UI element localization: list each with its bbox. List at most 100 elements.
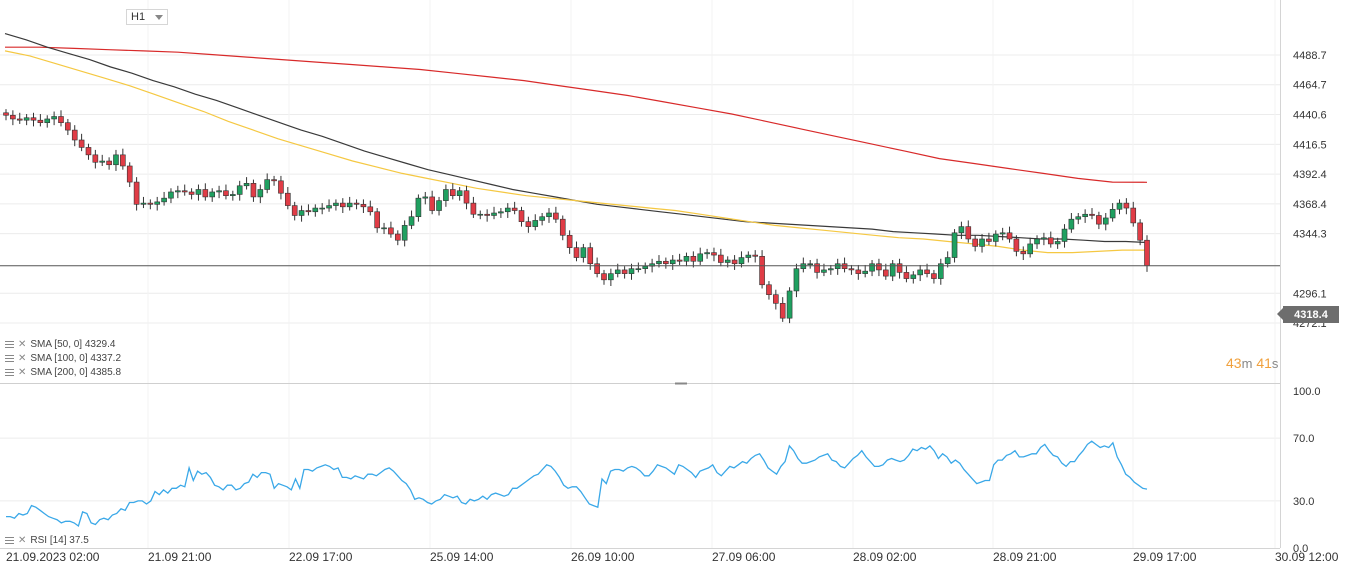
candle: [326, 199, 332, 212]
candle: [690, 251, 697, 268]
candle-body: [697, 253, 704, 262]
candle-body: [99, 160, 106, 163]
candle: [807, 260, 813, 269]
countdown-sec-unit: s: [1271, 356, 1279, 371]
candle-body: [718, 254, 724, 263]
candle: [511, 201, 518, 215]
candle: [773, 289, 779, 310]
candle-body: [573, 247, 580, 258]
candle-body: [937, 263, 944, 279]
menu-icon: [5, 341, 14, 348]
sma200-line: [5, 46, 1148, 183]
legend-rsi[interactable]: ✕ RSI [14] 37.5: [5, 535, 89, 546]
close-icon[interactable]: ✕: [18, 353, 27, 364]
candle-body: [477, 213, 484, 216]
rsi-tick-label: 0.0: [1293, 543, 1308, 555]
candle-body: [1054, 241, 1061, 245]
candle-body: [553, 212, 559, 220]
candle-body: [807, 263, 813, 266]
candle: [10, 110, 16, 126]
candle-body: [972, 238, 978, 247]
candle-body: [209, 191, 216, 198]
candle-body: [285, 192, 291, 206]
countdown-min-unit: m: [1241, 356, 1253, 371]
legend-sma50[interactable]: ✕ SMA [50, 0] 4329.4: [5, 339, 115, 350]
candle: [44, 115, 51, 128]
candle-body: [1130, 207, 1137, 224]
candle-body: [436, 200, 442, 211]
candle-body: [656, 260, 662, 265]
candle: [1020, 246, 1027, 261]
time-tick-label: 30.09 12:00: [1275, 550, 1339, 564]
candle: [1130, 201, 1137, 227]
candle-body: [766, 284, 772, 295]
candle: [264, 173, 270, 194]
candle: [85, 143, 92, 160]
candle-body: [539, 216, 545, 221]
candle: [415, 194, 422, 222]
candle: [1013, 235, 1020, 257]
time-tick-label: 28.09 02:00: [853, 550, 917, 564]
candle: [903, 266, 910, 283]
candle-body: [401, 225, 408, 241]
candle: [580, 243, 587, 263]
menu-icon: [5, 355, 14, 362]
candle-body: [855, 269, 862, 274]
candle-body: [683, 256, 690, 262]
candle: [917, 264, 923, 282]
candle-body: [848, 268, 855, 271]
candle: [573, 241, 580, 262]
candle: [1041, 232, 1047, 246]
time-tick-label: 28.09 21:00: [993, 550, 1057, 564]
current-price-value: 4318.4: [1294, 308, 1328, 321]
candle-body: [979, 238, 985, 247]
candle-body: [944, 257, 951, 265]
menu-icon: [5, 369, 14, 376]
legend-sma100[interactable]: ✕ SMA [100, 0] 4337.2: [5, 353, 121, 364]
candle-body: [1013, 238, 1020, 252]
candle-body: [917, 269, 923, 276]
candle: [1123, 198, 1130, 215]
candle-body: [415, 197, 422, 218]
candle-body: [3, 112, 9, 116]
candle-body: [1082, 213, 1088, 218]
candle: [106, 157, 112, 170]
candle-body: [594, 263, 600, 274]
legend-sma200[interactable]: ✕ SMA [200, 0] 4385.8: [5, 367, 121, 378]
rsi-path: [6, 440, 1148, 528]
rsi-tick-label: 30.0: [1293, 496, 1314, 508]
candle-body: [65, 122, 71, 131]
candle-body: [113, 154, 119, 166]
price-tick-label: 4488.7: [1293, 50, 1327, 62]
candle: [889, 260, 896, 282]
candle-body: [1109, 208, 1116, 219]
candle: [862, 264, 868, 278]
close-icon[interactable]: ✕: [18, 367, 27, 378]
candle: [896, 258, 903, 279]
candle-body: [601, 273, 607, 281]
candle: [367, 200, 374, 216]
candle-body: [168, 191, 174, 199]
candle: [443, 184, 449, 207]
close-icon[interactable]: ✕: [18, 339, 27, 350]
candle: [979, 234, 985, 253]
candle: [333, 199, 339, 211]
candle: [841, 257, 848, 273]
candle-body: [876, 263, 882, 271]
candle: [78, 133, 85, 152]
candle-body: [642, 265, 649, 269]
candle: [484, 209, 490, 222]
candle: [30, 112, 37, 127]
timeframe-select[interactable]: H1: [126, 9, 168, 25]
candle: [594, 257, 600, 278]
candle: [456, 187, 463, 201]
candle: [828, 264, 834, 275]
candle: [58, 110, 64, 127]
candle: [855, 264, 862, 280]
candle: [360, 199, 367, 214]
candle: [1047, 231, 1054, 248]
close-icon[interactable]: ✕: [18, 535, 27, 546]
candle-body: [1061, 228, 1068, 242]
candle-body: [903, 272, 910, 279]
